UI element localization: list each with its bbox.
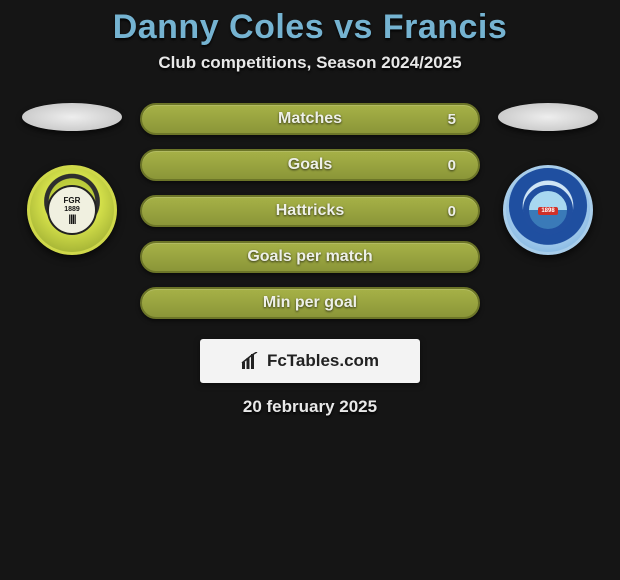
- stat-row-min-per-goal: Min per goal: [140, 287, 480, 319]
- brand-link[interactable]: FcTables.com: [200, 339, 420, 383]
- date-text: 20 february 2025: [0, 397, 620, 417]
- bar-chart-icon: [241, 352, 261, 370]
- page-subtitle: Club competitions, Season 2024/2025: [0, 53, 620, 73]
- stat-value: 5: [448, 111, 456, 128]
- club-badge-right-inner: 1898: [523, 185, 573, 235]
- club-badge-left: FGR 1889 ||||: [27, 165, 117, 255]
- badge-left-text: FGR: [64, 196, 81, 205]
- club-badge-left-inner: FGR 1889 ||||: [47, 185, 97, 235]
- stat-row-goals-per-match: Goals per match: [140, 241, 480, 273]
- player-avatar-right: [498, 103, 598, 131]
- comparison-card: Danny Coles vs Francis Club competitions…: [0, 0, 620, 417]
- right-column: 1898: [498, 103, 598, 255]
- stat-label: Goals: [288, 156, 332, 174]
- stats-column: Matches 5 Goals 0 Hattricks 0 Goals per …: [140, 103, 480, 319]
- stat-row-hattricks: Hattricks 0: [140, 195, 480, 227]
- stat-label: Hattricks: [276, 202, 344, 220]
- stat-label: Min per goal: [263, 294, 357, 312]
- stat-label: Matches: [278, 110, 342, 128]
- club-badge-right: 1898: [503, 165, 593, 255]
- stat-label: Goals per match: [247, 248, 372, 266]
- badge-left-stripes: ||||: [68, 214, 75, 225]
- page-title: Danny Coles vs Francis: [0, 8, 620, 47]
- brand-text: FcTables.com: [267, 351, 379, 371]
- stat-value: 0: [448, 203, 456, 220]
- main-row: FGR 1889 |||| Matches 5 Goals 0 Hattrick…: [0, 103, 620, 319]
- player-avatar-left: [22, 103, 122, 131]
- stat-value: 0: [448, 157, 456, 174]
- stat-row-goals: Goals 0: [140, 149, 480, 181]
- badge-left-year: 1889: [64, 206, 80, 213]
- left-column: FGR 1889 ||||: [22, 103, 122, 255]
- stat-row-matches: Matches 5: [140, 103, 480, 135]
- badge-right-year: 1898: [538, 207, 557, 215]
